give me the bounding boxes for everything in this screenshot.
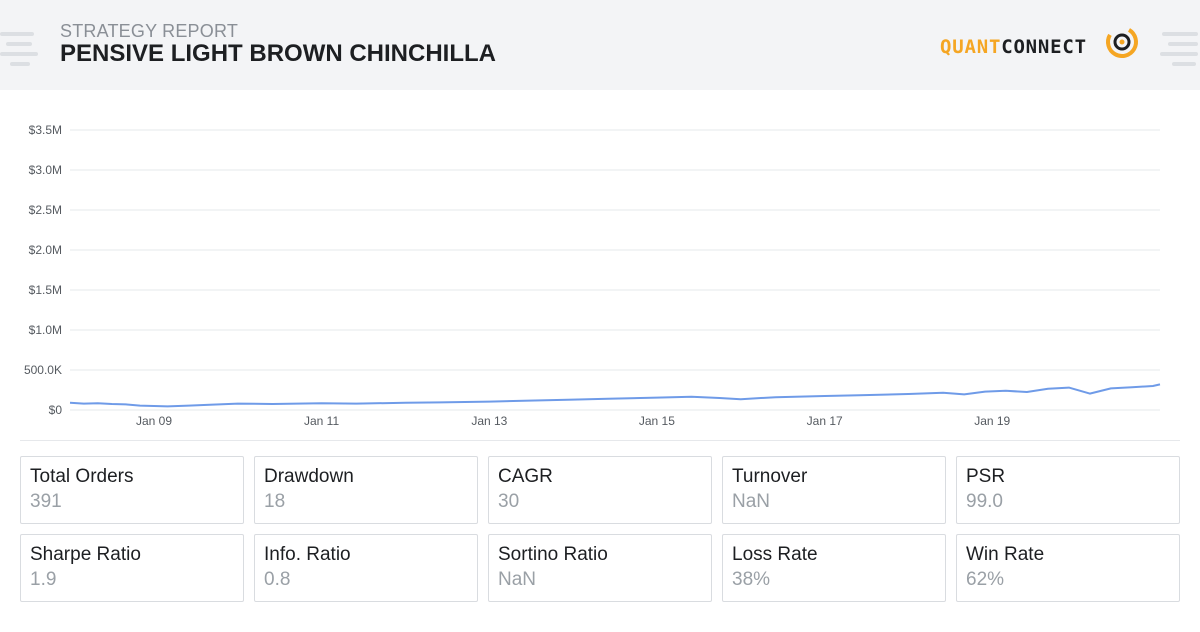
stat-label: Drawdown bbox=[264, 466, 354, 487]
logo-wordmark: QUANTCONNECT bbox=[940, 36, 1087, 58]
stat-card-cagr: CAGR 30 bbox=[488, 456, 712, 524]
stat-label: Loss Rate bbox=[732, 544, 818, 565]
equity-chart: $0 500.0K $1.0M $1.5M $2.0M $2.5M $3.0M $3.5M J… bbox=[24, 123, 1161, 428]
y-tick-label: $1.5M bbox=[29, 283, 62, 297]
y-tick-label: $1.0M bbox=[29, 323, 62, 337]
stat-label: Win Rate bbox=[966, 544, 1045, 565]
grid-lines bbox=[70, 129, 1160, 411]
equity-series-line bbox=[69, 383, 1161, 408]
y-tick-label: $3.5M bbox=[29, 123, 62, 137]
stat-value: NaN bbox=[732, 491, 771, 512]
y-axis-ticks: $0 500.0K $1.0M $1.5M $2.0M $2.5M $3.0M $3.5M bbox=[24, 123, 62, 417]
stat-card-sharpe-ratio: Sharpe Ratio 1.9 bbox=[20, 534, 244, 602]
stat-card-total-orders: Total Orders 391 bbox=[20, 456, 244, 524]
stat-value: 18 bbox=[264, 491, 286, 512]
y-tick-label: $0 bbox=[49, 403, 63, 417]
stat-value: 0.8 bbox=[264, 569, 291, 590]
stat-value: 391 bbox=[30, 491, 62, 512]
x-tick-label: Jan 09 bbox=[136, 414, 172, 428]
x-tick-label: Jan 11 bbox=[304, 414, 339, 428]
stat-label: Turnover bbox=[732, 466, 808, 487]
y-tick-label: $3.0M bbox=[29, 163, 62, 177]
report-header: STRATEGY REPORT PENSIVE LIGHT BROWN CHIN… bbox=[0, 0, 1200, 90]
header-decoration-right bbox=[1160, 24, 1200, 68]
stat-value: 99.0 bbox=[966, 491, 1003, 512]
stat-label: PSR bbox=[966, 466, 1006, 487]
stat-label: Sortino Ratio bbox=[498, 544, 608, 565]
chart-divider bbox=[20, 440, 1180, 441]
stat-label: Sharpe Ratio bbox=[30, 544, 141, 565]
stat-value: NaN bbox=[498, 569, 537, 590]
stat-card-loss-rate: Loss Rate 38% bbox=[722, 534, 946, 602]
logo-connect-text: CONNECT bbox=[1001, 36, 1087, 58]
y-tick-label: $2.0M bbox=[29, 243, 62, 257]
x-axis-ticks: Jan 09 Jan 11 Jan 13 Jan 15 Jan 17 Jan 19 bbox=[136, 414, 1011, 428]
stat-value: 62% bbox=[966, 569, 1005, 590]
series-layer bbox=[69, 383, 1161, 408]
stat-label: CAGR bbox=[498, 466, 553, 487]
stat-label: Total Orders bbox=[30, 466, 134, 487]
stat-value: 38% bbox=[732, 569, 771, 590]
y-tick-label: 500.0K bbox=[24, 363, 62, 377]
stat-value: 1.9 bbox=[30, 569, 57, 590]
stat-card-psr: PSR 99.0 bbox=[956, 456, 1180, 524]
x-tick-label: Jan 19 bbox=[974, 414, 1010, 428]
y-tick-label: $2.5M bbox=[29, 203, 62, 217]
x-tick-label: Jan 15 bbox=[639, 414, 675, 428]
stat-card-turnover: Turnover NaN bbox=[722, 456, 946, 524]
stat-card-sortino-ratio: Sortino Ratio NaN bbox=[488, 534, 712, 602]
quantconnect-logo-mark-icon bbox=[1106, 26, 1138, 58]
stat-card-win-rate: Win Rate 62% bbox=[956, 534, 1180, 602]
x-tick-label: Jan 17 bbox=[807, 414, 843, 428]
stat-value: 30 bbox=[498, 491, 520, 512]
strategy-title: PENSIVE LIGHT BROWN CHINCHILLA bbox=[60, 40, 496, 67]
report-type-label: STRATEGY REPORT bbox=[60, 21, 239, 41]
stat-label: Info. Ratio bbox=[264, 544, 351, 565]
stat-card-info-ratio: Info. Ratio 0.8 bbox=[254, 534, 478, 602]
header-decoration-left bbox=[0, 24, 40, 68]
stat-card-drawdown: Drawdown 18 bbox=[254, 456, 478, 524]
logo-quant-text: QUANT bbox=[940, 36, 1002, 58]
x-tick-label: Jan 13 bbox=[471, 414, 507, 428]
